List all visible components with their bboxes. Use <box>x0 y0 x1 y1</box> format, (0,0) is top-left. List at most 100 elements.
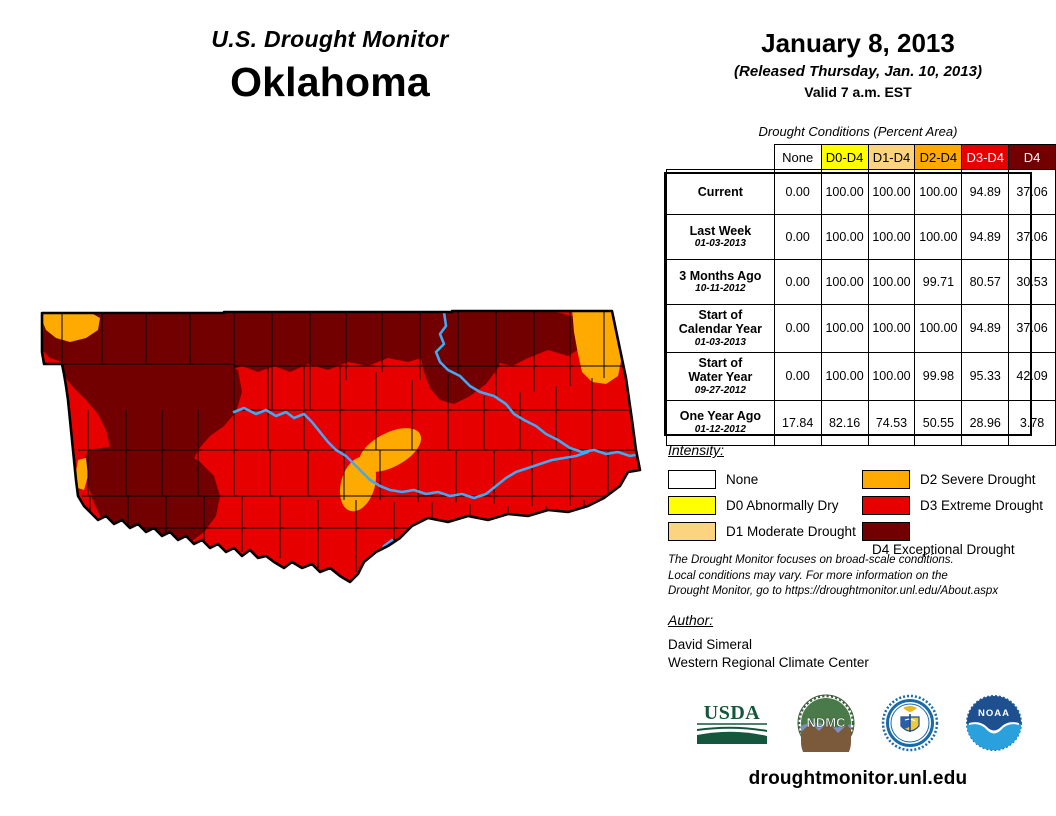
table-cell: 100.00 <box>914 169 963 215</box>
table-header-d3-d4: D3-D4 <box>961 144 1010 170</box>
drought-conditions-table: None D0-D4 D1-D4 D2-D4 D3-D4 D4 Current 0.00 100… <box>666 144 1056 446</box>
table-cell: 100.00 <box>867 169 916 215</box>
ndmc-logo: NDMC <box>797 694 855 752</box>
table-cell: 94.89 <box>961 169 1010 215</box>
row-label-text: 3 Months Ago <box>679 268 762 283</box>
legend-item-none: None <box>668 470 758 489</box>
intensity-heading: Intensity: <box>668 442 725 458</box>
commerce-seal-logo <box>881 694 939 752</box>
map-drought-layers <box>42 311 640 582</box>
table-cell: 100.00 <box>867 214 916 260</box>
legend-item-d0: D0 Abnormally Dry <box>668 496 839 515</box>
legend-label: D4 Exceptional Drought <box>872 542 1015 558</box>
page-title-program: U.S. Drought Monitor <box>211 26 449 52</box>
noaa-logo: NOAA <box>966 695 1022 751</box>
report-valid-time: Valid 7 a.m. EST <box>804 84 912 100</box>
table-cell: 0.00 <box>773 169 822 215</box>
page-title-state: Oklahoma <box>230 59 430 105</box>
author-organization: Western Regional Climate Center <box>668 655 869 670</box>
table-header-blank <box>667 145 775 170</box>
row-label-date: 01-03-2013 <box>694 238 746 250</box>
legend-swatch-none <box>668 470 716 489</box>
table-row-label: Last Week 01-03-2013 <box>666 214 775 260</box>
map-county-lines <box>61 311 640 572</box>
table-header-d4: D4 <box>1008 144 1056 170</box>
author-name: David Simeral <box>668 637 753 652</box>
map-state-outline <box>40 309 642 584</box>
table-row-label: Current <box>666 169 775 215</box>
table-cell: 30.53 <box>1008 259 1056 305</box>
table-cell: 100.00 <box>820 259 869 305</box>
oklahoma-drought-map <box>28 300 643 610</box>
legend-swatch-d1 <box>668 522 716 541</box>
table-cell: 100.00 <box>820 351 869 401</box>
table-cell: 99.98 <box>914 351 963 401</box>
table-cell: 99.71 <box>914 259 963 305</box>
row-label-date: 09-27-2012 <box>694 384 746 396</box>
table-cell: 100.00 <box>914 304 963 353</box>
title-block: U.S. Drought Monitor Oklahoma <box>0 26 660 106</box>
report-date: January 8, 2013 <box>761 28 955 58</box>
table-row: Last Week 01-03-2013 0.00 100.00 100.00 100.0… <box>666 214 1056 260</box>
table-cell: 94.89 <box>961 304 1010 353</box>
row-label-text: Last Week <box>689 223 752 238</box>
table-cell: 37.06 <box>1008 169 1056 215</box>
table-cell: 50.55 <box>914 399 963 446</box>
drought-region-d2-northeast-strip <box>572 311 622 384</box>
legend-label: D1 Moderate Drought <box>726 524 856 539</box>
row-label-text: Water Year <box>688 370 753 385</box>
svg-text:NDMC: NDMC <box>807 715 847 730</box>
date-block: January 8, 2013 (Released Thursday, Jan.… <box>660 28 1056 100</box>
table-cell: 100.00 <box>820 304 869 353</box>
table-header-d0-d4: D0-D4 <box>820 144 869 170</box>
table-cell: 0.00 <box>773 351 822 401</box>
svg-text:NOAA: NOAA <box>978 708 1010 719</box>
legend-label: None <box>726 472 759 487</box>
row-label-date: 10-11-2012 <box>695 283 746 295</box>
drought-region-d4-west-central <box>62 356 242 526</box>
legend-swatch-d3 <box>862 496 910 515</box>
table-cell: 17.84 <box>773 399 822 446</box>
table-row-label: One Year Ago 01-12-2012 <box>666 399 775 446</box>
usda-logo: USDA <box>697 702 767 744</box>
table-cell: 95.33 <box>961 351 1010 401</box>
table-row-label: Start of Water Year 09-27-2012 <box>666 351 775 401</box>
svg-text:USDA: USDA <box>704 702 761 724</box>
table-cell: 100.00 <box>914 214 963 260</box>
legend-label: D0 Abnormally Dry <box>726 498 839 513</box>
disclaimer-line-3: Drought Monitor, go to https://droughtmo… <box>668 585 999 598</box>
table-cell: 100.00 <box>820 214 869 260</box>
disclaimer-line-1: The Drought Monitor focuses on broad-sca… <box>668 554 954 566</box>
table-cell: 80.57 <box>961 259 1010 305</box>
row-label-text: Calendar Year <box>678 322 762 337</box>
table-cell: 100.00 <box>820 169 869 215</box>
table-row: Start of Water Year 09-27-2012 0.00 100.00 10… <box>666 351 1056 401</box>
logo-row: USDA NDMC <box>660 692 1056 754</box>
row-label-text: Current <box>697 184 743 199</box>
table-caption: Drought Conditions (Percent Area) <box>758 124 958 139</box>
table-row: 3 Months Ago 10-11-2012 0.00 100.00 100.00 99… <box>666 259 1056 305</box>
table-cell: 100.00 <box>867 259 916 305</box>
table-header-d2-d4: D2-D4 <box>914 144 963 170</box>
table-cell: 37.06 <box>1008 304 1056 353</box>
table-cell: 0.00 <box>773 304 822 353</box>
legend-label: D3 Extreme Drought <box>920 498 1044 513</box>
disclaimer-line-2: Local conditions may vary. For more info… <box>668 569 948 582</box>
table-cell: 37.06 <box>1008 214 1056 260</box>
drought-region-d2-west-sliver <box>76 458 88 490</box>
table-row: Start of Calendar Year 01-03-2013 0.00 100.0… <box>666 304 1056 353</box>
row-label-text: Start of <box>698 308 743 322</box>
table-row-label: 3 Months Ago 10-11-2012 <box>666 259 775 305</box>
map-svg <box>40 309 642 584</box>
legend-swatch-d0 <box>668 496 716 515</box>
table-header-none: None <box>773 144 822 170</box>
table-row: Current 0.00 100.00 100.00 100.00 94.89 37.06 <box>666 169 1056 215</box>
table-cell: 82.16 <box>820 399 869 446</box>
drought-region-d2-panhandle-nw <box>42 311 100 342</box>
table-cell: 0.00 <box>773 214 822 260</box>
table-cell: 100.00 <box>867 304 916 353</box>
author-heading: Author: <box>668 612 714 628</box>
table-cell: 74.53 <box>867 399 916 446</box>
row-label-text: One Year Ago <box>679 409 761 424</box>
report-released: (Released Thursday, Jan. 10, 2013) <box>734 63 982 80</box>
